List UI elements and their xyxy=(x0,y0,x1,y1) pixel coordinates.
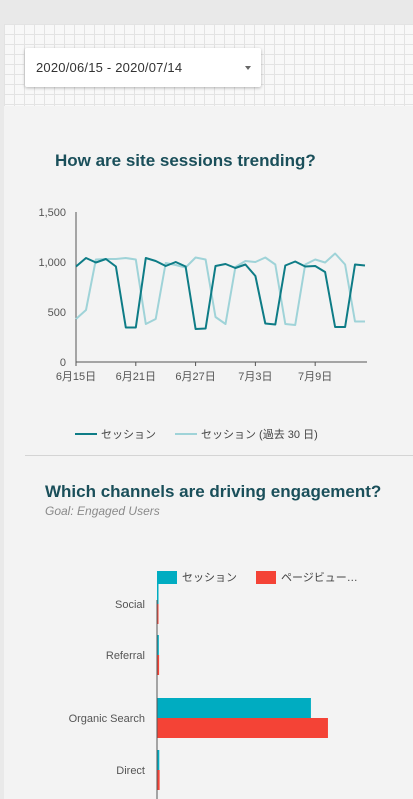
channels-chart-title: Which channels are driving engagement? xyxy=(45,482,382,501)
chevron-down-icon[interactable] xyxy=(245,65,251,70)
y-tick-label: 500 xyxy=(48,307,66,319)
section-divider xyxy=(25,455,413,456)
legend-swatch-pageviews xyxy=(256,571,276,584)
bar-pageviews xyxy=(157,604,159,624)
legend-label-pageviews: ページビュー… xyxy=(281,571,358,584)
x-tick-label: 7月9日 xyxy=(298,371,332,383)
category-label: Referral xyxy=(106,650,145,662)
x-tick-label: 6月15日 xyxy=(56,371,96,383)
bar-pageviews xyxy=(157,718,328,738)
legend-label-sessions: セッション xyxy=(101,428,156,441)
bar-sessions xyxy=(157,584,159,604)
date-range-picker[interactable]: 2020/06/15 - 2020/07/14 xyxy=(25,48,261,87)
channels-bar-chart: セッション ページビュー… Social Referral Organic Search… xyxy=(69,571,358,799)
category-label: Direct xyxy=(116,765,145,777)
y-tick-label: 1,000 xyxy=(38,257,66,269)
legend-swatch-sessions xyxy=(157,571,177,584)
category-label: Social xyxy=(115,599,145,611)
bar-pageviews xyxy=(157,770,160,790)
sessions-series-line xyxy=(75,257,366,330)
legend-label-previous: セッション (過去 30 日) xyxy=(201,428,318,441)
report-page: 2020/06/15 - 2020/07/14 How are site ses… xyxy=(4,24,413,799)
channels-chart-subtitle: Goal: Engaged Users xyxy=(45,504,160,518)
legend-label-sessions: セッション xyxy=(182,571,237,584)
y-tick-label: 1,500 xyxy=(38,207,66,219)
bar-sessions xyxy=(157,635,159,655)
date-range-label: 2020/06/15 - 2020/07/14 xyxy=(36,60,183,75)
bar-sessions xyxy=(157,698,311,718)
sessions-line-chart: 0 500 1,000 1,500 6月15日 6月21日 6月27日 7月3日 7月9日セッシ… xyxy=(38,207,367,441)
sessions-previous-series-line xyxy=(75,252,365,326)
x-tick-label: 6月21日 xyxy=(116,371,156,383)
bar-pageviews xyxy=(157,655,160,675)
y-tick-label: 0 xyxy=(60,357,66,369)
category-label: Organic Search xyxy=(69,713,145,725)
sessions-chart-title: How are site sessions trending? xyxy=(55,151,316,170)
x-tick-label: 6月27日 xyxy=(175,371,215,383)
bar-sessions xyxy=(157,750,160,770)
x-tick-label: 7月3日 xyxy=(238,371,272,383)
